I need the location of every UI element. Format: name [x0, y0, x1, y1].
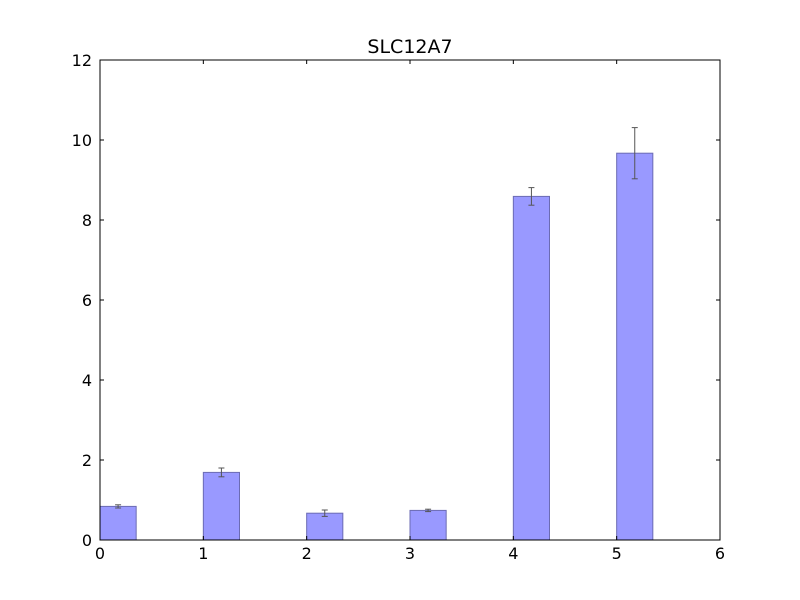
y-tick-label: 4	[82, 371, 92, 390]
y-tick-label: 12	[72, 51, 92, 70]
bar	[409, 509, 447, 541]
chart-title: SLC12A7	[367, 36, 452, 58]
error-bars-group	[115, 127, 638, 517]
bar	[616, 152, 654, 541]
y-tick-label: 2	[82, 451, 92, 470]
y-tick-label: 10	[72, 131, 92, 150]
bar	[99, 505, 137, 541]
y-tick-labels: 0 2 4 6 8 10 12	[72, 51, 92, 550]
bars-group	[99, 152, 654, 541]
x-tick-label: 0	[95, 544, 105, 563]
axis-ticks-group	[99, 59, 721, 541]
x-tick-label: 6	[715, 544, 725, 563]
bar	[202, 471, 240, 541]
y-tick-label: 6	[82, 291, 92, 310]
y-tick-label: 8	[82, 211, 92, 230]
y-tick-label: 0	[82, 531, 92, 550]
x-tick-label: 1	[198, 544, 208, 563]
bar	[512, 195, 550, 541]
x-tick-label: 3	[405, 544, 415, 563]
x-tick-label: 4	[508, 544, 518, 563]
x-tick-labels: 0 1 2 3 4 5 6	[95, 544, 725, 563]
bar	[306, 512, 344, 541]
x-tick-label: 2	[302, 544, 312, 563]
x-tick-label: 5	[612, 544, 622, 563]
